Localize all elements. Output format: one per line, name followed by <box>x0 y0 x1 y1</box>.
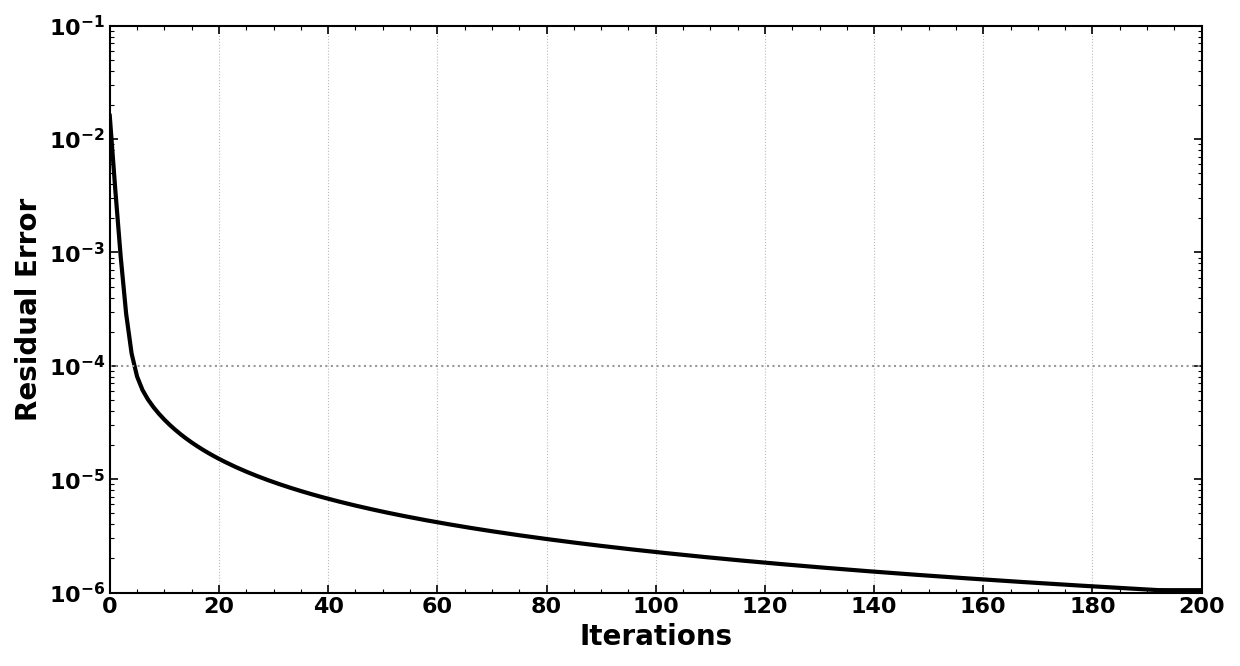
X-axis label: Iterations: Iterations <box>579 623 733 651</box>
Y-axis label: Residual Error: Residual Error <box>15 197 43 421</box>
